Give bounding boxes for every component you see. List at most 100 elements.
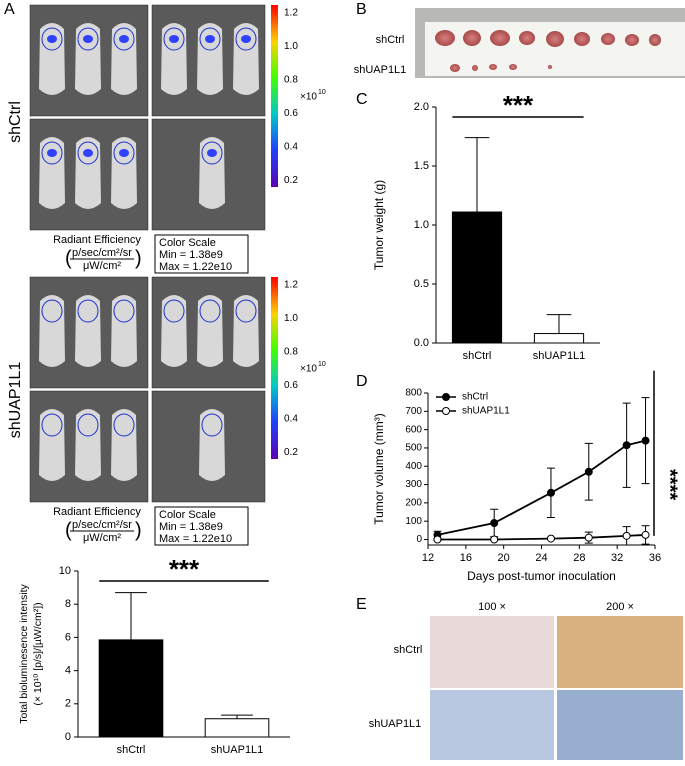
colorbar-label: 0.6 (284, 108, 298, 119)
y-axis-title: Tumor weight (g) (372, 180, 386, 270)
marker (546, 534, 555, 543)
roi (201, 413, 223, 437)
signal (169, 35, 179, 43)
y-tick-label: 4 (65, 665, 71, 677)
mouse (111, 137, 137, 209)
x-tick-label: 12 (422, 552, 434, 564)
panel-label: E (356, 596, 367, 613)
colorbar-base: ×10 (300, 364, 317, 375)
mouse (111, 409, 137, 481)
y-tick-label: 8 (65, 598, 71, 610)
panel-label: C (356, 91, 368, 108)
y-tick-label: 2.0 (414, 101, 429, 113)
mouse (39, 23, 65, 95)
mouse (233, 23, 259, 95)
marker (490, 535, 499, 544)
scale-min: Min = 1.38e9 (159, 521, 223, 533)
colorbar-exponent: 10 (318, 361, 326, 368)
colorbar-base: ×10 (300, 92, 317, 103)
colorbar-label: 0.8 (284, 75, 298, 86)
roi (41, 413, 63, 437)
row-label: shUAP1L1 (369, 718, 422, 730)
roi (41, 27, 63, 51)
marker (584, 533, 593, 542)
legend-marker (442, 407, 450, 415)
x-tick-label: 32 (611, 552, 623, 564)
signal (83, 149, 93, 157)
mouse (197, 23, 223, 95)
scale-max: Max = 1.22e10 (159, 261, 232, 273)
colorbar-label: 1.0 (284, 41, 298, 52)
group-label: shCtrl (7, 101, 24, 143)
colorbar-exponent: 10 (318, 89, 326, 96)
roi (163, 27, 185, 51)
y-tick-label: 10 (59, 565, 71, 577)
column-label: 100 × (478, 601, 506, 613)
unit-den: μW/cm² (83, 260, 121, 272)
colorbar-label: 0.8 (284, 347, 298, 358)
marker (433, 535, 442, 544)
bar (533, 333, 585, 344)
roi (77, 141, 99, 165)
signal (119, 35, 129, 43)
colorbar-label: 0.4 (284, 414, 298, 425)
series-line (437, 439, 646, 536)
ihc-image (557, 690, 683, 760)
legend-marker (442, 393, 450, 401)
colorbar-label: 0.6 (284, 380, 298, 391)
marker (641, 436, 650, 445)
mouse (199, 137, 225, 209)
colorbar-label: 0.2 (284, 447, 298, 458)
mouse (197, 295, 223, 367)
y-axis-title: (× 10¹⁰ [p/s]/[µW/cm²]) (32, 602, 44, 705)
bar (451, 211, 503, 344)
paren: ) (135, 247, 142, 269)
scale-title: Color Scale (159, 509, 216, 521)
y-tick-label: 1.0 (414, 219, 429, 231)
roi (163, 299, 185, 323)
signal (205, 35, 215, 43)
x-tick-label: shCtrl (463, 350, 492, 362)
ihc-image (557, 616, 683, 688)
roi (77, 27, 99, 51)
signal (207, 149, 217, 157)
error-bar (221, 714, 253, 719)
colorbar-label: 1.2 (284, 8, 298, 19)
y-tick-label: 0 (65, 731, 71, 743)
column-label: 200 × (606, 601, 634, 613)
y-tick-label: 100 (405, 516, 422, 527)
y-axis-title: Tumor volume (mm³) (372, 413, 386, 525)
row-label: shUAP1L1 (354, 64, 407, 76)
ihc-image (430, 690, 554, 760)
legend-label: shUAP1L1 (462, 406, 510, 417)
row-label: shCtrl (376, 34, 405, 46)
x-tick-label: 16 (460, 552, 472, 564)
scale-max: Max = 1.22e10 (159, 533, 232, 545)
error-bar (464, 137, 490, 213)
mouse (39, 409, 65, 481)
panel-label: D (356, 373, 368, 390)
mouse (39, 295, 65, 367)
panel-label: A (4, 1, 15, 18)
x-axis-title: Days post-tumor inoculation (467, 569, 616, 583)
marker (622, 531, 631, 540)
mouse (75, 23, 101, 95)
mouse (75, 409, 101, 481)
signal (83, 35, 93, 43)
roi (113, 299, 135, 323)
marker (622, 441, 631, 450)
mouse (161, 23, 187, 95)
roi (77, 413, 99, 437)
roi (41, 141, 63, 165)
mouse (111, 23, 137, 95)
colorbar (271, 277, 278, 459)
mouse (75, 137, 101, 209)
tumor-photo-paper (425, 22, 685, 76)
mouse (233, 295, 259, 367)
marker (641, 530, 650, 539)
signal (47, 35, 57, 43)
significance: *** (169, 554, 200, 584)
signal (241, 35, 251, 43)
significance: *** (503, 90, 534, 120)
